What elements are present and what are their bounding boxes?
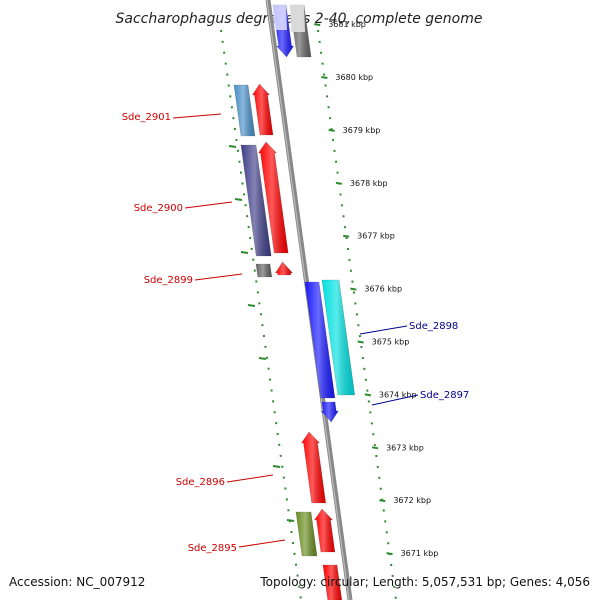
- gene-feature-shading: [275, 262, 293, 275]
- tick-label: 3674 kbp: [379, 390, 417, 399]
- gene-labels: Sde_2901 Sde_2900 Sde_2899 Sde_2898 Sde_2897…: [122, 112, 470, 554]
- genome-summary: Topology: circular; Length: 5,057,531 bp…: [259, 575, 590, 589]
- tick-mark: [240, 251, 249, 254]
- gene-feature-cap: [273, 5, 287, 30]
- tick-mark: [386, 552, 393, 556]
- gene-feature-cap: [290, 5, 305, 32]
- tick-label: 3680 kbp: [335, 73, 373, 82]
- tick-mark: [379, 499, 386, 503]
- tick-mark: [234, 198, 243, 201]
- gene-label[interactable]: Sde_2896: [176, 477, 225, 488]
- label-leader-line: [226, 474, 274, 483]
- gene-label[interactable]: Sde_2901: [122, 112, 171, 123]
- tick-label: 3673 kbp: [386, 443, 424, 452]
- tick-label: 3681 kbp: [328, 20, 366, 29]
- tick-label: 3671 kbp: [401, 549, 439, 558]
- tick-mark: [247, 304, 256, 307]
- gene-features: [233, 4, 356, 600]
- tick-mark: [321, 76, 328, 79]
- tick-mark: [335, 181, 343, 185]
- tick-mark: [350, 287, 357, 291]
- gene-feature-sde-2900-shading: [241, 145, 272, 256]
- gene-label[interactable]: Sde_2895: [188, 543, 237, 554]
- gene-feature-sde-2895-shading: [296, 512, 318, 556]
- tick-label: 3672 kbp: [393, 496, 431, 505]
- gene-feature-sde-2898-shading: [322, 280, 355, 395]
- gene-label[interactable]: Sde_2900: [134, 203, 183, 214]
- tick-mark: [328, 128, 335, 132]
- tick-mark: [342, 234, 350, 238]
- label-leader-line: [238, 539, 286, 548]
- gene-feature-shading: [323, 565, 342, 600]
- left-guide: [220, 29, 302, 600]
- tick-mark: [286, 519, 295, 522]
- tick-label: 3678 kbp: [350, 179, 388, 188]
- guide-lines: [220, 29, 397, 600]
- tick-label: 3676 kbp: [364, 285, 402, 294]
- gene-feature-shading: [252, 84, 273, 135]
- gene-label[interactable]: Sde_2899: [144, 275, 193, 286]
- gene-feature-sde-2896-shading: [301, 432, 326, 503]
- gene-feature-shading: [258, 142, 289, 253]
- tick-label: 3677 kbp: [357, 232, 395, 241]
- label-leader-line: [172, 113, 222, 119]
- label-leader-line: [371, 394, 419, 406]
- tick-label: 3679 kbp: [343, 126, 381, 135]
- label-leader-line: [194, 273, 243, 281]
- tick-mark: [258, 357, 267, 360]
- gene-feature-sde-2901-shading: [234, 85, 255, 136]
- tick-mark: [272, 465, 281, 468]
- gene-label[interactable]: Sde_2898: [409, 321, 458, 332]
- gene-feature-sde-2897-shading: [321, 402, 339, 422]
- tick-mark: [371, 446, 379, 450]
- gene-label[interactable]: Sde_2897: [420, 390, 469, 401]
- gene-feature-sde-2899-shading: [256, 264, 272, 277]
- label-leader-line: [184, 201, 233, 209]
- tick-mark: [364, 393, 372, 397]
- right-guide: [317, 29, 397, 600]
- tick-label: 3675 kbp: [372, 338, 410, 347]
- gene-feature-shading: [305, 282, 335, 398]
- tick-mark: [228, 145, 237, 148]
- tick-marks: 3681 kbp 3680 kbp 3679 kbp 3678 kbp 3677 kbp…: [228, 20, 439, 558]
- label-leader-line: [359, 325, 408, 335]
- gene-feature-shading: [314, 509, 335, 552]
- tick-mark: [314, 23, 321, 27]
- tick-mark: [357, 340, 364, 344]
- accession-label: Accession: NC_007912: [9, 575, 145, 589]
